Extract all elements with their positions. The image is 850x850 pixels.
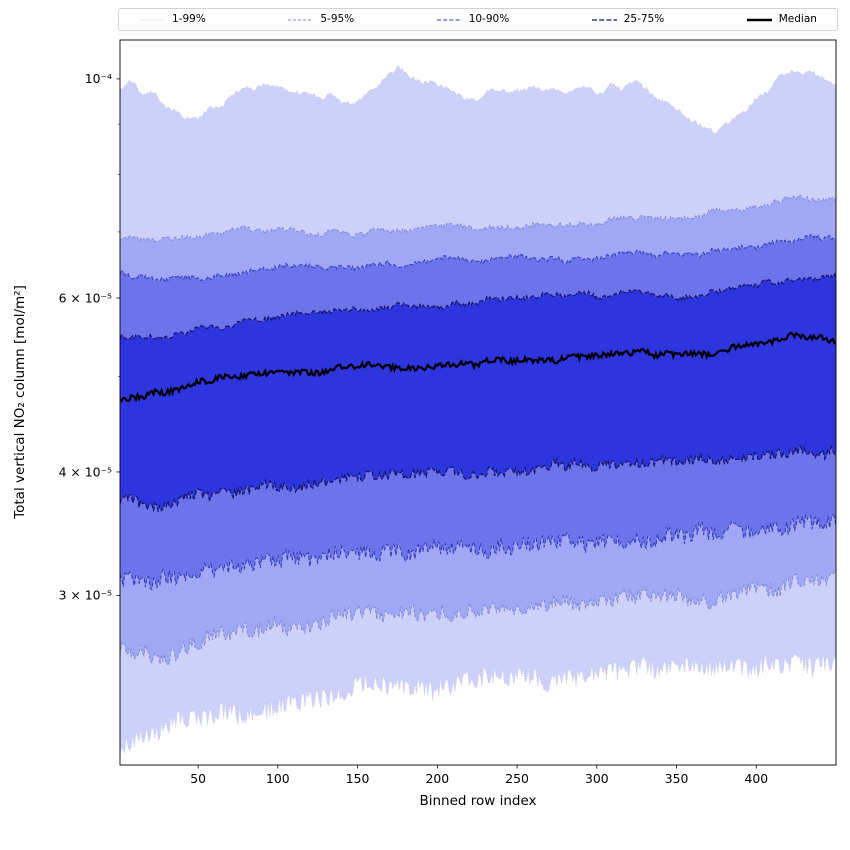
legend-line-sample xyxy=(140,19,165,20)
band-fill-25-75 xyxy=(120,274,836,512)
legend-label: Median xyxy=(778,13,817,26)
band-edge-lower-5-95 xyxy=(120,571,836,665)
legend-item-10-90-: 10-90% xyxy=(436,13,510,26)
y-tick-label: 10⁻⁴ xyxy=(85,71,112,86)
band-edge-lower-10-90 xyxy=(120,514,836,591)
legend-line-sample xyxy=(591,18,617,21)
y-tick-label: 4 × 10⁻⁵ xyxy=(59,464,112,479)
legend-label: 10-90% xyxy=(468,13,510,26)
band-edge-upper-25-75 xyxy=(120,272,836,341)
median-line xyxy=(120,331,836,403)
legend-label: 1-99% xyxy=(172,13,206,26)
legend-item-5-95-: 5-95% xyxy=(287,14,354,25)
x-tick-label: 100 xyxy=(266,771,290,786)
band-edge-upper-10-90 xyxy=(120,233,836,283)
legend: 1-99% 5-95% 10-90% 25-75% Median xyxy=(118,8,838,31)
plot-spine xyxy=(119,39,837,766)
x-tick-label: 250 xyxy=(505,771,529,786)
legend-item-25-75-: 25-75% xyxy=(591,13,665,26)
x-tick-label: 150 xyxy=(346,771,370,786)
x-axis-label: Binned row index xyxy=(419,793,537,809)
x-tick-label: 50 xyxy=(190,771,206,786)
band-edge-lower-1-99 xyxy=(120,652,836,758)
x-tick-label: 350 xyxy=(665,771,689,786)
legend-label: 25-75% xyxy=(623,13,665,26)
y-axis-label: Total vertical NO₂ column [mol/m²] xyxy=(12,285,28,519)
legend-item-median: Median xyxy=(746,14,817,25)
y-tick-label: 6 × 10⁻⁵ xyxy=(59,290,112,305)
x-tick-label: 400 xyxy=(744,771,768,786)
legend-item-1-99-: 1-99% xyxy=(139,14,206,25)
x-tick-label: 200 xyxy=(426,771,450,786)
legend-line-sample xyxy=(746,18,772,21)
legend-line-sample xyxy=(436,19,462,20)
band-edge-lower-25-75 xyxy=(120,444,836,513)
legend-label: 5-95% xyxy=(320,13,355,26)
legend-line-sample xyxy=(288,19,314,20)
y-tick-label: 3 × 10⁻⁵ xyxy=(59,588,112,603)
x-tick-label: 300 xyxy=(585,771,609,786)
plot-area xyxy=(120,65,836,758)
band-edge-upper-5-95 xyxy=(120,195,836,243)
